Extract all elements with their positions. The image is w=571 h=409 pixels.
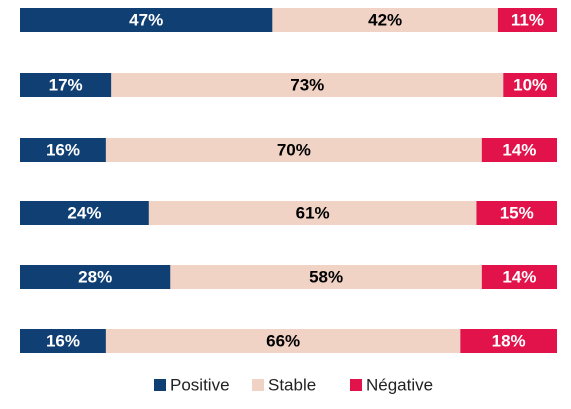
bar-segment <box>170 265 482 289</box>
bar-segment <box>20 201 149 225</box>
value-label: 73% <box>290 76 324 95</box>
value-label: 47% <box>129 11 163 30</box>
bar-segment <box>20 138 106 162</box>
value-label: 14% <box>502 141 536 160</box>
bar-segment <box>20 8 273 32</box>
value-label: 11% <box>511 11 544 30</box>
legend-swatch <box>154 379 166 391</box>
bar-segment <box>111 73 504 97</box>
value-label: 58% <box>309 268 343 287</box>
bar-segment <box>148 201 477 225</box>
bar-segment <box>105 329 461 353</box>
value-label: 10% <box>513 76 547 95</box>
bar-segment <box>20 73 112 97</box>
value-label: 42% <box>368 11 402 30</box>
legend-label: Négative <box>366 376 433 395</box>
value-label: 18% <box>492 332 526 351</box>
value-label: 16% <box>46 141 80 160</box>
bar-segment <box>20 265 171 289</box>
value-label: 66% <box>266 332 300 351</box>
bar-segment <box>20 329 106 353</box>
bar-segment <box>497 8 557 32</box>
value-label: 70% <box>277 141 311 160</box>
bar-segment <box>476 201 557 225</box>
value-label: 16% <box>46 332 80 351</box>
legend-label: Positive <box>170 376 230 395</box>
value-label: 24% <box>67 204 101 223</box>
value-label: 15% <box>500 204 534 223</box>
bar-segment <box>272 8 498 32</box>
value-label: 17% <box>49 76 83 95</box>
value-label: 28% <box>78 268 112 287</box>
legend-swatch <box>252 379 264 391</box>
legend-label: Stable <box>268 376 316 395</box>
bar-segment <box>481 265 557 289</box>
value-label: 14% <box>502 268 536 287</box>
bar-segment <box>460 329 557 353</box>
bar-segment <box>105 138 482 162</box>
value-label: 61% <box>296 204 330 223</box>
legend-swatch <box>350 379 362 391</box>
bar-segment <box>503 73 557 97</box>
bar-segment <box>481 138 557 162</box>
